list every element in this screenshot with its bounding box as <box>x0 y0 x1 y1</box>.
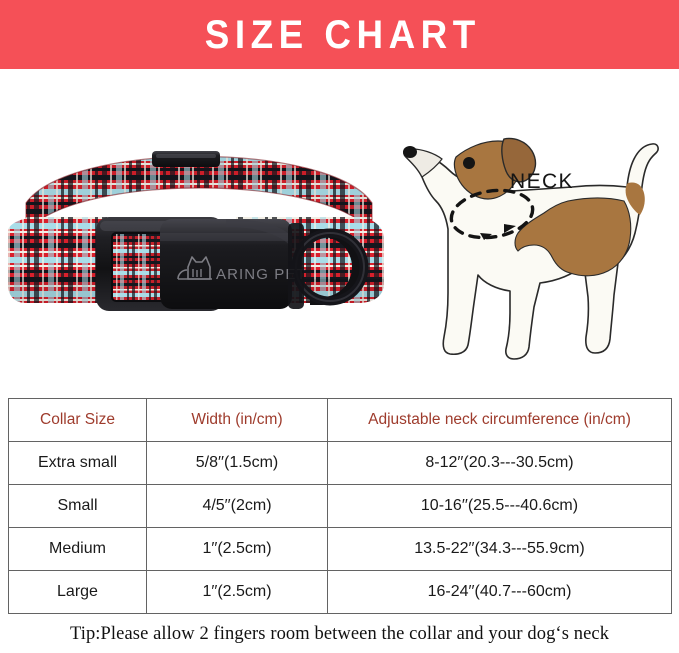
column-header-width: Width (in/cm) <box>146 398 328 442</box>
cell-size: Large <box>8 570 147 614</box>
page-title: SIZE CHART <box>204 12 481 57</box>
cell-neck: 10-16′′(25.5---40.6cm) <box>327 484 672 528</box>
size-chart-table: Collar Size Width (in/cm) Adjustable nec… <box>8 398 672 614</box>
column-header-collar-size: Collar Size <box>8 398 147 442</box>
hero-section: ARING PET <box>0 69 679 394</box>
cell-width: 5/8′′(1.5cm) <box>146 441 328 485</box>
cell-neck: 8-12′′(20.3---30.5cm) <box>327 441 672 485</box>
collar-product-photo: ARING PET <box>0 107 392 347</box>
table-row: Extra small 5/8′′(1.5cm) 8-12′′(20.3---3… <box>8 441 672 485</box>
dog-neck-diagram: NECK <box>392 97 679 377</box>
tip-note: Tip:Please allow 2 fingers room between … <box>69 624 610 644</box>
neck-label: NECK <box>510 170 574 193</box>
brand-text: ARING PET <box>216 266 307 283</box>
cell-size: Extra small <box>8 441 147 485</box>
size-chart-banner: SIZE CHART <box>0 0 679 69</box>
collar-buckle: ARING PET <box>96 217 307 311</box>
table-row: Medium 1′′(2.5cm) 13.5-22′′(34.3---55.9c… <box>8 527 672 571</box>
cell-size: Small <box>8 484 147 528</box>
table-header-row: Collar Size Width (in/cm) Adjustable nec… <box>8 398 672 442</box>
table-row: Small 4/5′′(2cm) 10-16′′(25.5---40.6cm) <box>8 484 672 528</box>
cell-width: 1′′(2.5cm) <box>146 527 328 571</box>
neck-measure-ellipse <box>449 188 535 240</box>
cell-neck: 13.5-22′′(34.3---55.9cm) <box>327 527 672 571</box>
cell-width: 1′′(2.5cm) <box>146 570 328 614</box>
column-header-neck: Adjustable neck circumference (in/cm) <box>327 398 672 442</box>
table-row: Large 1′′(2.5cm) 16-24′′(40.7---60cm) <box>8 570 672 614</box>
size-table-container: Collar Size Width (in/cm) Adjustable nec… <box>8 398 672 614</box>
cell-neck: 16-24′′(40.7---60cm) <box>327 570 672 614</box>
dog-nose <box>403 146 417 158</box>
cell-width: 4/5′′(2cm) <box>146 484 328 528</box>
cell-size: Medium <box>8 527 147 571</box>
dog-eye <box>463 157 475 169</box>
brand-logo: ARING PET <box>177 256 307 283</box>
